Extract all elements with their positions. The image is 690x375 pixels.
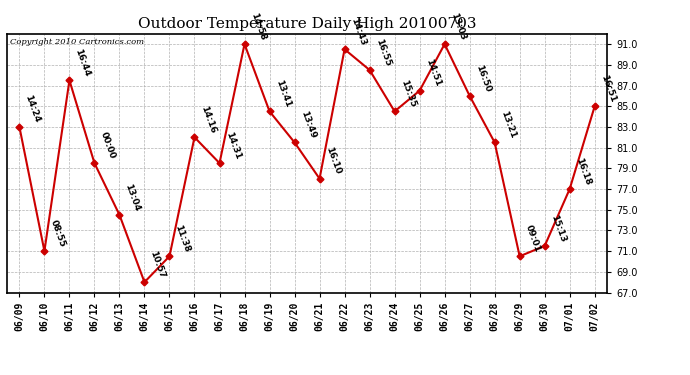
Text: 13:41: 13:41 bbox=[274, 78, 292, 109]
Text: 14:58: 14:58 bbox=[248, 11, 267, 41]
Text: 16:55: 16:55 bbox=[374, 37, 392, 67]
Text: 13:04: 13:04 bbox=[124, 182, 142, 212]
Text: 09:01: 09:01 bbox=[524, 224, 542, 254]
Text: 15:35: 15:35 bbox=[399, 79, 417, 109]
Text: 08:55: 08:55 bbox=[48, 219, 67, 248]
Text: Copyright 2010 Cartronics.com: Copyright 2010 Cartronics.com bbox=[10, 38, 144, 46]
Title: Outdoor Temperature Daily High 20100703: Outdoor Temperature Daily High 20100703 bbox=[138, 17, 476, 31]
Text: 00:00: 00:00 bbox=[99, 131, 117, 160]
Text: 16:10: 16:10 bbox=[324, 146, 342, 176]
Text: 14:24: 14:24 bbox=[23, 94, 42, 124]
Text: 13:21: 13:21 bbox=[499, 110, 517, 140]
Text: 14:43: 14:43 bbox=[348, 16, 367, 46]
Text: 14:31: 14:31 bbox=[224, 130, 242, 160]
Text: 16:18: 16:18 bbox=[574, 156, 592, 186]
Text: 14:16: 14:16 bbox=[199, 104, 217, 135]
Text: 11:38: 11:38 bbox=[174, 224, 192, 254]
Text: 16:44: 16:44 bbox=[74, 47, 92, 78]
Text: 16:50: 16:50 bbox=[474, 63, 492, 93]
Text: 13:03: 13:03 bbox=[448, 12, 467, 41]
Text: 10:57: 10:57 bbox=[148, 249, 167, 279]
Text: 14:51: 14:51 bbox=[424, 58, 442, 88]
Text: 13:49: 13:49 bbox=[299, 110, 317, 140]
Text: 16:51: 16:51 bbox=[599, 74, 617, 104]
Text: 15:13: 15:13 bbox=[549, 213, 567, 243]
